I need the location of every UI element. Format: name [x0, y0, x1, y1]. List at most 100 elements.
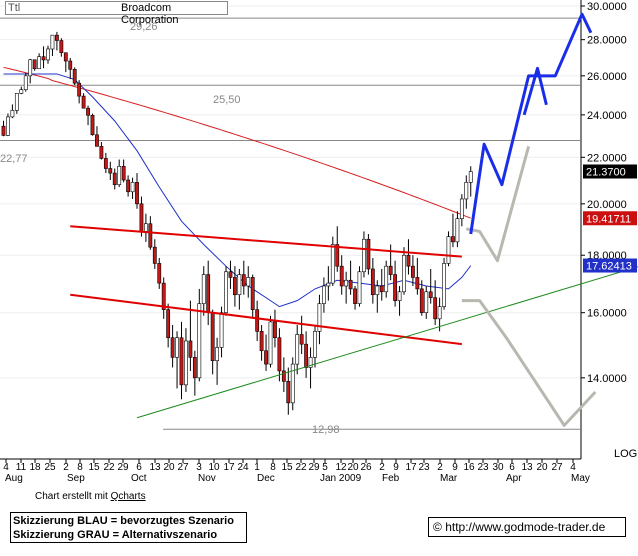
source-url-box: © http://www.godmode-trader.de: [428, 517, 626, 537]
candle-body: [59, 40, 64, 54]
candle-body: [468, 171, 473, 183]
candle-body: [433, 297, 438, 320]
qcharts-link[interactable]: Qcharts: [110, 491, 146, 502]
candle-body: [117, 165, 122, 185]
ma-blue-badge-bg: [583, 258, 637, 273]
scenario-grey-alt-path: [461, 299, 597, 427]
candle-body: [28, 59, 33, 77]
candle-body: [286, 381, 291, 404]
source-url[interactable]: http://www.godmode-trader.de: [445, 520, 606, 534]
candle-body: [215, 347, 220, 362]
x-month-label: Sep: [67, 473, 85, 484]
x-day-label: 4: [3, 462, 9, 473]
candle-body: [313, 331, 317, 358]
x-month-label: Aug: [5, 473, 23, 484]
x-day-label: 30: [492, 462, 504, 473]
company-name: Broadcom Corporation: [121, 2, 179, 26]
candle-body: [299, 334, 304, 345]
candle-body: [464, 182, 469, 200]
candle-body: [415, 277, 420, 290]
x-day-label: 5: [322, 462, 328, 473]
candle-body: [161, 282, 166, 310]
y-tick-label: 20.0000: [587, 199, 627, 211]
x-day-label: 29: [117, 462, 129, 473]
x-day-label: 24: [237, 462, 249, 473]
candle-body: [451, 236, 455, 243]
candle-body: [210, 312, 215, 362]
candle-body: [419, 288, 424, 313]
candle-body: [37, 56, 42, 70]
x-day-label: 13: [521, 462, 533, 473]
scenario-blue-short-path: [522, 66, 548, 116]
candles: [1, 31, 473, 415]
x-day-label: 6: [509, 462, 515, 473]
x-day-label: 27: [177, 462, 189, 473]
x-day-label: 20: [347, 462, 359, 473]
candle-body: [233, 277, 237, 296]
candle-body: [166, 309, 171, 339]
x-day-label: 23: [418, 462, 430, 473]
candle-body: [437, 306, 442, 320]
candle-body: [126, 179, 131, 193]
candle-body: [99, 146, 104, 159]
candle-body: [188, 340, 193, 358]
candle-body: [304, 343, 309, 368]
drawn-overlays: [70, 12, 638, 427]
candle-body: [259, 331, 264, 352]
x-month-label: Jan 2009: [320, 473, 362, 484]
candle-body: [81, 95, 86, 109]
candle-body: [250, 277, 255, 310]
candle-body: [157, 263, 162, 284]
level-label: 25,50: [213, 94, 241, 106]
x-day-label: 22: [103, 462, 115, 473]
ma-red-badge-bg: [583, 211, 637, 226]
x-day-label: 8: [77, 462, 83, 473]
ma-red-line: [3, 66, 471, 219]
candle-body: [379, 285, 384, 293]
x-axis: 4 11 18 25 2 8 15 22 29 6 13 20 27 3 10 17 24 1 8 15 22 29 5 12…: [3, 459, 590, 484]
x-day-label: 9: [452, 462, 458, 473]
y-tick-label: 22.0000: [587, 152, 627, 164]
candle-body: [139, 203, 144, 232]
candle-body: [46, 48, 50, 61]
x-day-label: 16: [463, 462, 475, 473]
candle-body: [397, 291, 402, 301]
x-day-label: 6: [136, 462, 142, 473]
x-month-label: Apr: [506, 473, 522, 484]
level-label: 29,26: [130, 21, 158, 33]
x-month-label: May: [571, 473, 590, 484]
support-trendline: [136, 266, 638, 419]
x-month-label: Nov: [198, 473, 216, 484]
x-month-label: Oct: [131, 473, 147, 484]
x-day-label: 13: [149, 462, 161, 473]
scenario-blue-path: [469, 12, 593, 235]
x-day-label: 2: [379, 462, 385, 473]
candle-body: [264, 350, 268, 365]
candle-body: [86, 107, 90, 116]
candle-body: [362, 238, 366, 273]
candle-body: [192, 357, 197, 379]
channel-upper-line: [70, 225, 462, 258]
candle-body: [175, 337, 179, 358]
x-day-label: 23: [477, 462, 489, 473]
copyright-symbol: ©: [433, 520, 442, 534]
candle-body: [442, 263, 446, 307]
scenario-grey-path: [466, 145, 531, 263]
scenario-legend: Skizzierung BLAU = bevorzugtes Szenario …: [10, 512, 247, 543]
candle-body: [219, 312, 224, 348]
candle-body: [290, 363, 295, 404]
x-axis-baseline: [0, 0, 582, 460]
candle-body: [179, 337, 184, 386]
candle-body: [103, 158, 108, 169]
candle-body: [446, 236, 451, 264]
candle-body: [384, 265, 389, 293]
candle-body: [148, 223, 153, 248]
candle-body: [184, 340, 188, 386]
x-month-label: Mar: [440, 473, 458, 484]
candle-body: [6, 116, 10, 136]
credit-prefix: Chart erstellt mit: [35, 491, 111, 502]
x-day-label: 10: [208, 462, 220, 473]
legend-blue: Skizzierung BLAU = bevorzugtes Szenario: [13, 515, 234, 527]
candle-body: [406, 254, 411, 267]
